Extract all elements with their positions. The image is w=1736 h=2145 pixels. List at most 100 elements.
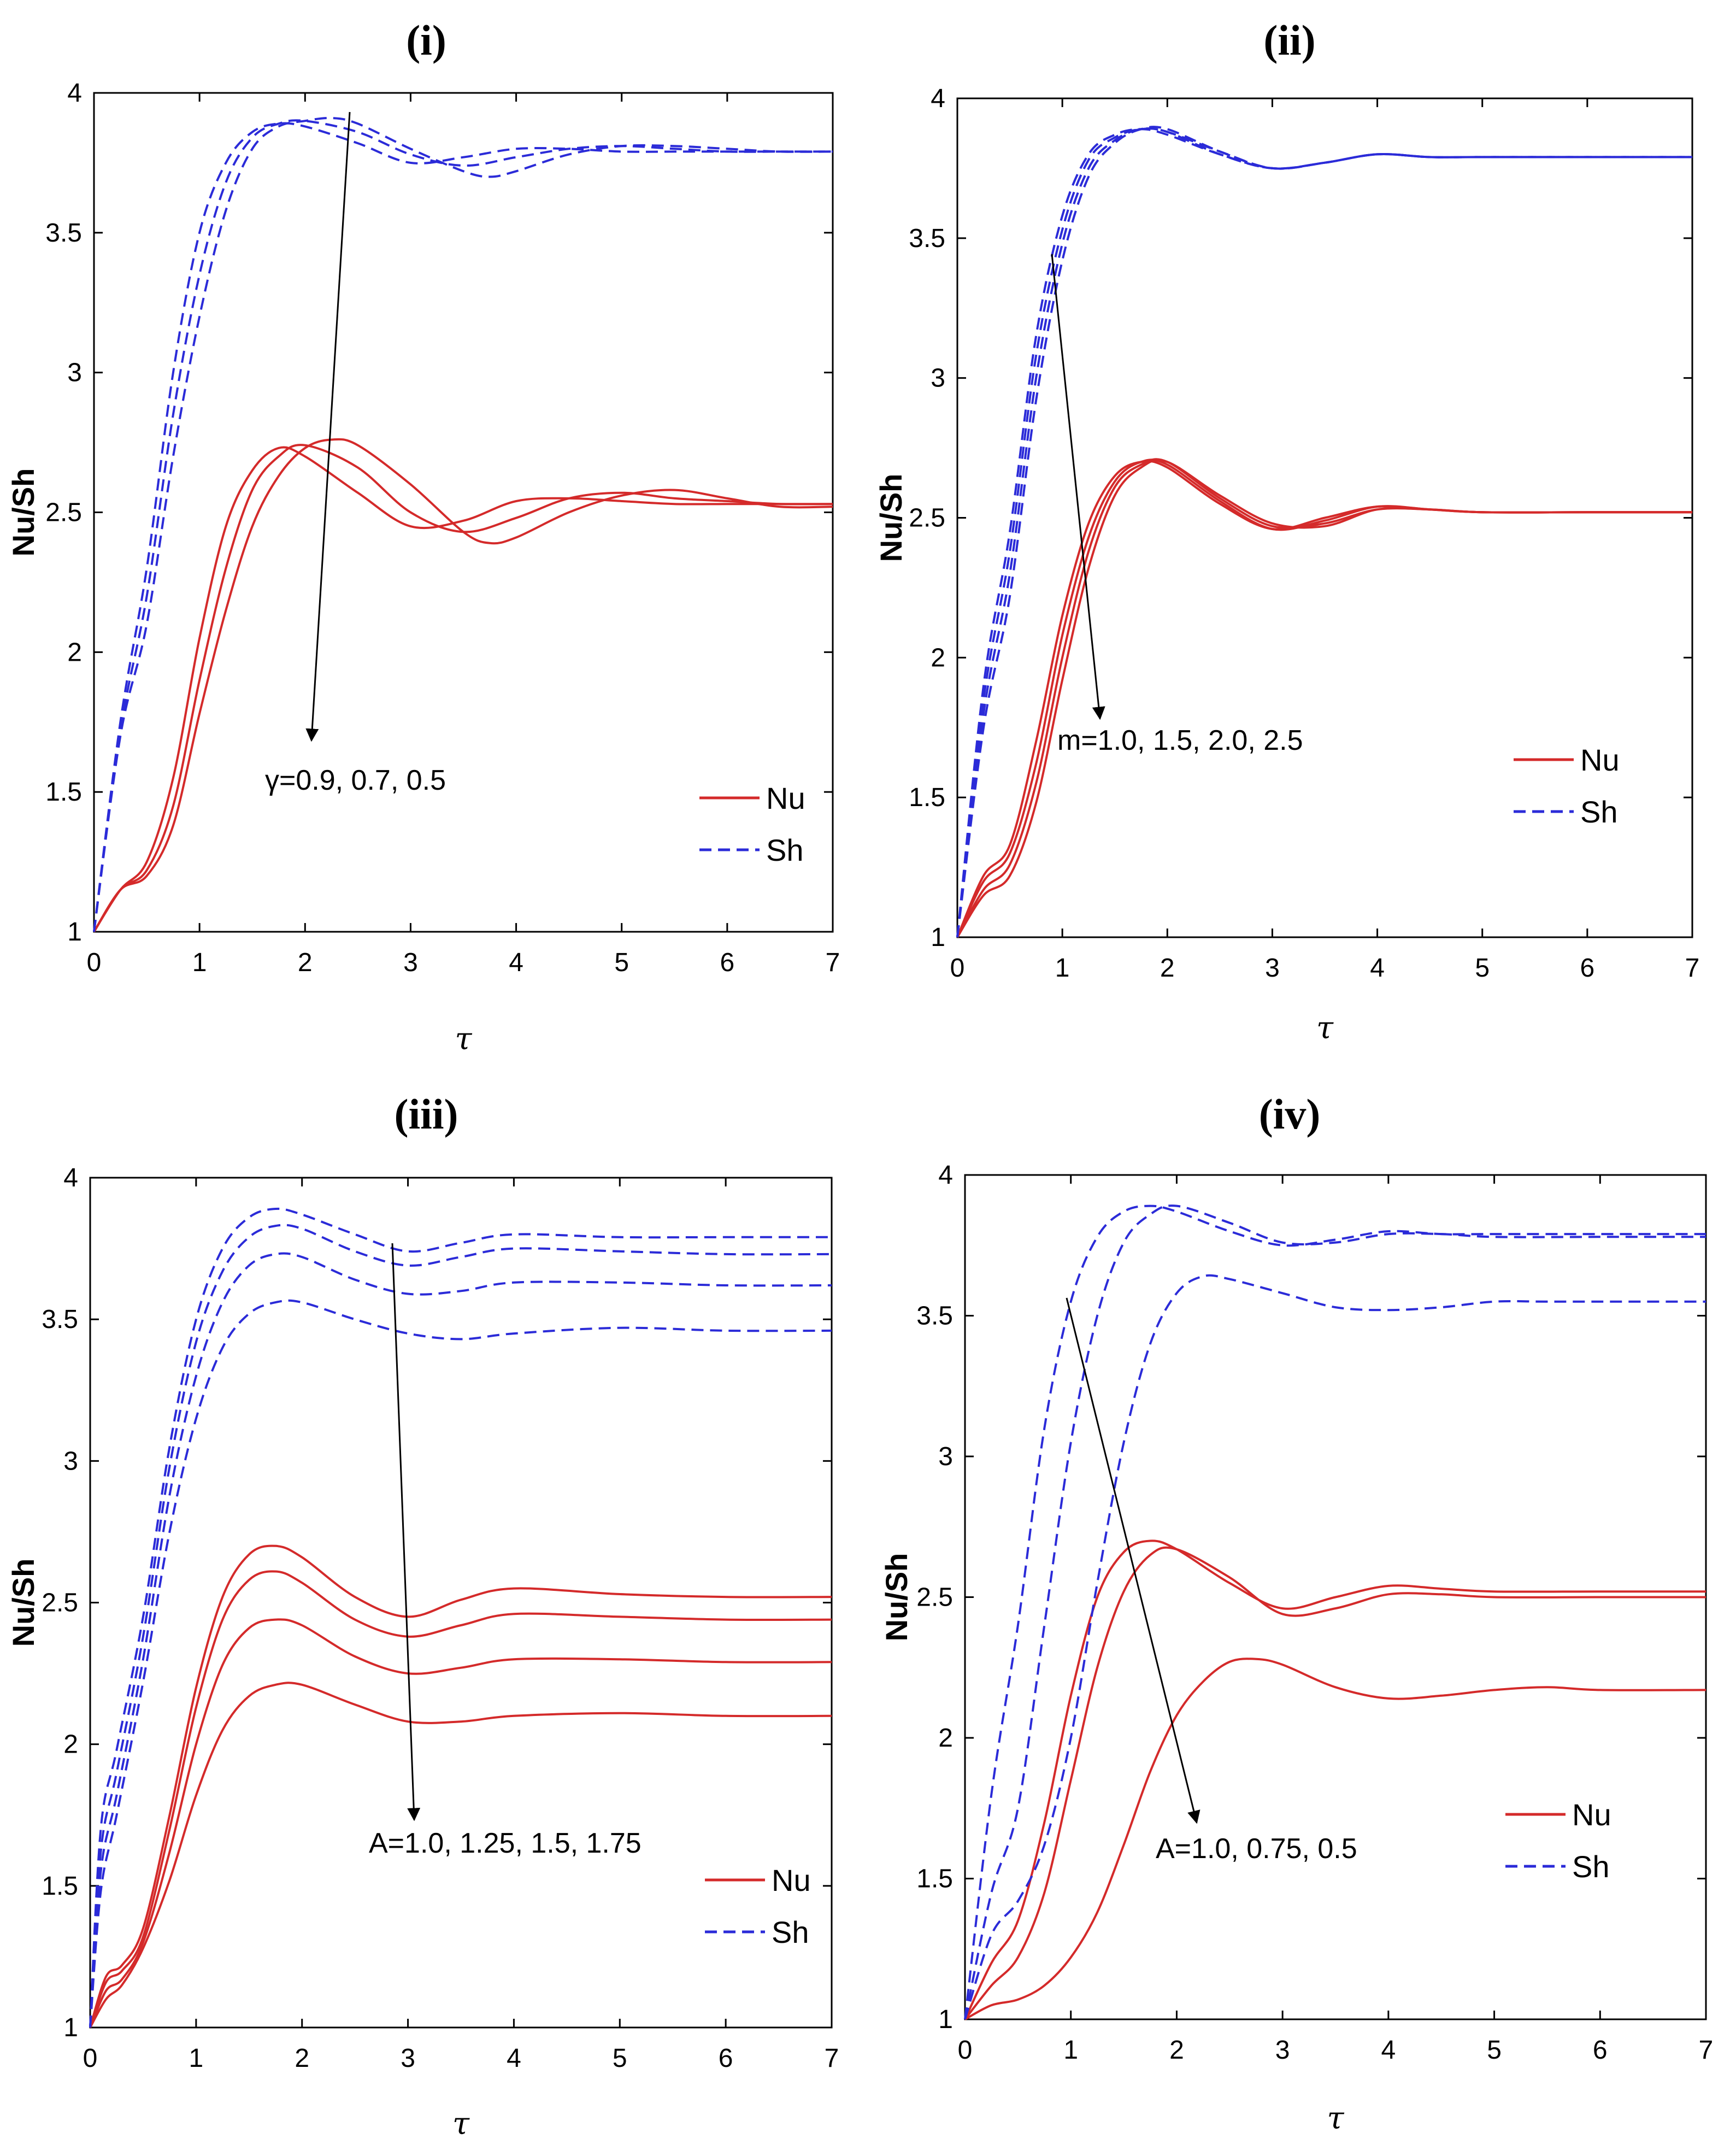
x-tick-label: 2 [298, 948, 313, 977]
annotation-label: γ=0.9, 0.7, 0.5 [265, 765, 446, 796]
x-tick-label: 7 [1685, 954, 1700, 983]
nu-line [93, 446, 833, 933]
x-tick-label: 5 [614, 948, 629, 977]
y-tick-label: 1 [63, 2013, 78, 2042]
x-axis-label: τ [1316, 1010, 1334, 1046]
y-tick-label: 2 [67, 638, 82, 667]
x-axis-label: τ [452, 2106, 470, 2142]
x-tick-label: 3 [403, 948, 418, 977]
legend-label-sh: Sh [1572, 1849, 1610, 1884]
y-tick-label: 1.5 [909, 783, 945, 812]
x-tick-label: 3 [1265, 954, 1280, 983]
y-tick-label: 2.5 [42, 1589, 78, 1618]
x-tick-label: 7 [825, 2044, 839, 2073]
chart-panel-2: (ii)0 1 2 3 4 5 6 711.522.533.54Nu/ShτNuShm=1.0… [874, 16, 1699, 1046]
sh-line [93, 116, 833, 932]
x-tick-label: 4 [509, 948, 523, 977]
sh-line [964, 1204, 1706, 2020]
x-tick-label: 3 [401, 2044, 415, 2073]
y-tick-label: 1.5 [916, 1865, 953, 1894]
x-tick-label: 2 [295, 2044, 309, 2073]
legend-label-sh: Sh [1580, 795, 1618, 829]
x-tick-label: 6 [1593, 2036, 1608, 2065]
y-tick-label: 1 [938, 2005, 953, 2034]
legend-label-nu: Nu [1580, 743, 1620, 777]
panels: (i)0 1 2 3 4 5 6 711.522.533.54Nu/ShτNuShγ=0.9,… [6, 16, 1713, 2142]
y-tick-label: 1 [67, 918, 82, 947]
x-tick-label: 0 [83, 2044, 98, 2073]
nu-line [89, 1682, 832, 2028]
legend-label-nu: Nu [766, 781, 805, 815]
x-axis-label: τ [1327, 2101, 1345, 2136]
y-tick-label: 2 [938, 1724, 953, 1753]
annotation-label: A=1.0, 1.25, 1.5, 1.75 [369, 1827, 642, 1859]
panel-title: (iii) [395, 1090, 458, 1138]
nu-line [956, 459, 1692, 938]
y-axis-label: Nu/Sh [879, 1553, 914, 1642]
x-tick-label: 2 [1160, 954, 1175, 983]
sh-line [964, 1274, 1706, 2020]
legend-label-sh: Sh [772, 1915, 809, 1949]
sh-line [93, 122, 833, 932]
nu-line [89, 1618, 832, 2028]
y-tick-label: 3.5 [42, 1305, 78, 1334]
sh-line [89, 1299, 832, 2028]
y-tick-label: 3.5 [45, 219, 82, 248]
x-tick-label: 5 [1487, 2036, 1502, 2065]
y-axis-label: Nu/Sh [6, 468, 40, 557]
legend: Nu Sh [1505, 1797, 1611, 1884]
x-tick-label: 0 [87, 948, 102, 977]
y-tick-label: 3 [67, 359, 82, 387]
sh-line [93, 119, 833, 932]
nu-line [964, 1658, 1706, 2020]
nu-line [93, 444, 833, 933]
legend-label-sh: Sh [766, 833, 804, 867]
y-tick-label: 2.5 [916, 1583, 953, 1612]
y-tick-label: 4 [931, 84, 945, 113]
x-tick-label: 0 [950, 954, 965, 983]
chart-panel-1: (i)0 1 2 3 4 5 6 711.522.533.54Nu/ShτNuShγ=0.9,… [6, 16, 840, 1057]
x-tick-label: 3 [1275, 2036, 1290, 2065]
sh-line [89, 1207, 832, 2028]
nu-line [89, 1544, 832, 2028]
y-tick-label: 2 [931, 643, 945, 672]
annotation-arrow [1066, 1297, 1201, 1824]
series-group [89, 1207, 832, 2028]
y-tick-label: 1 [931, 923, 945, 952]
y-tick-label: 4 [63, 1163, 78, 1192]
x-tick-label: 4 [1370, 954, 1385, 983]
x-tick-label: 7 [1699, 2036, 1714, 2065]
sh-line [89, 1224, 832, 2028]
legend-label-nu: Nu [1572, 1797, 1611, 1832]
legend-label-nu: Nu [772, 1863, 811, 1897]
series-group [93, 116, 833, 933]
x-tick-label: 5 [613, 2044, 627, 2073]
x-tick-label: 2 [1169, 2036, 1184, 2065]
x-tick-label: 1 [189, 2044, 204, 2073]
y-tick-label: 3 [63, 1447, 78, 1476]
x-tick-label: 6 [720, 948, 735, 977]
x-tick-label: 6 [1580, 954, 1595, 983]
y-tick-label: 3 [938, 1442, 953, 1471]
y-tick-label: 3.5 [916, 1302, 953, 1331]
x-tick-label: 5 [1475, 954, 1490, 983]
annotation-arrow [1051, 254, 1105, 720]
x-tick-label: 7 [826, 948, 840, 977]
y-tick-label: 2.5 [909, 504, 945, 533]
nu-line [89, 1570, 832, 2028]
nu-line [93, 438, 833, 933]
y-tick-label: 3 [931, 364, 945, 393]
legend: Nu Sh [699, 781, 805, 867]
sh-line [956, 126, 1692, 938]
annotation-label: A=1.0, 0.75, 0.5 [1156, 1833, 1357, 1865]
series-group [964, 1204, 1706, 2020]
chart-panel-3: (iii)0 1 2 3 4 5 6 711.522.533.54Nu/ShτNuShA=1.… [6, 1090, 839, 2142]
nu-line [964, 1546, 1706, 2020]
y-axis-label: Nu/Sh [6, 1559, 40, 1647]
y-tick-label: 4 [938, 1161, 953, 1190]
x-axis-label: τ [455, 1021, 473, 1057]
panel-title: (i) [406, 16, 446, 64]
panel-title: (iv) [1259, 1090, 1321, 1138]
